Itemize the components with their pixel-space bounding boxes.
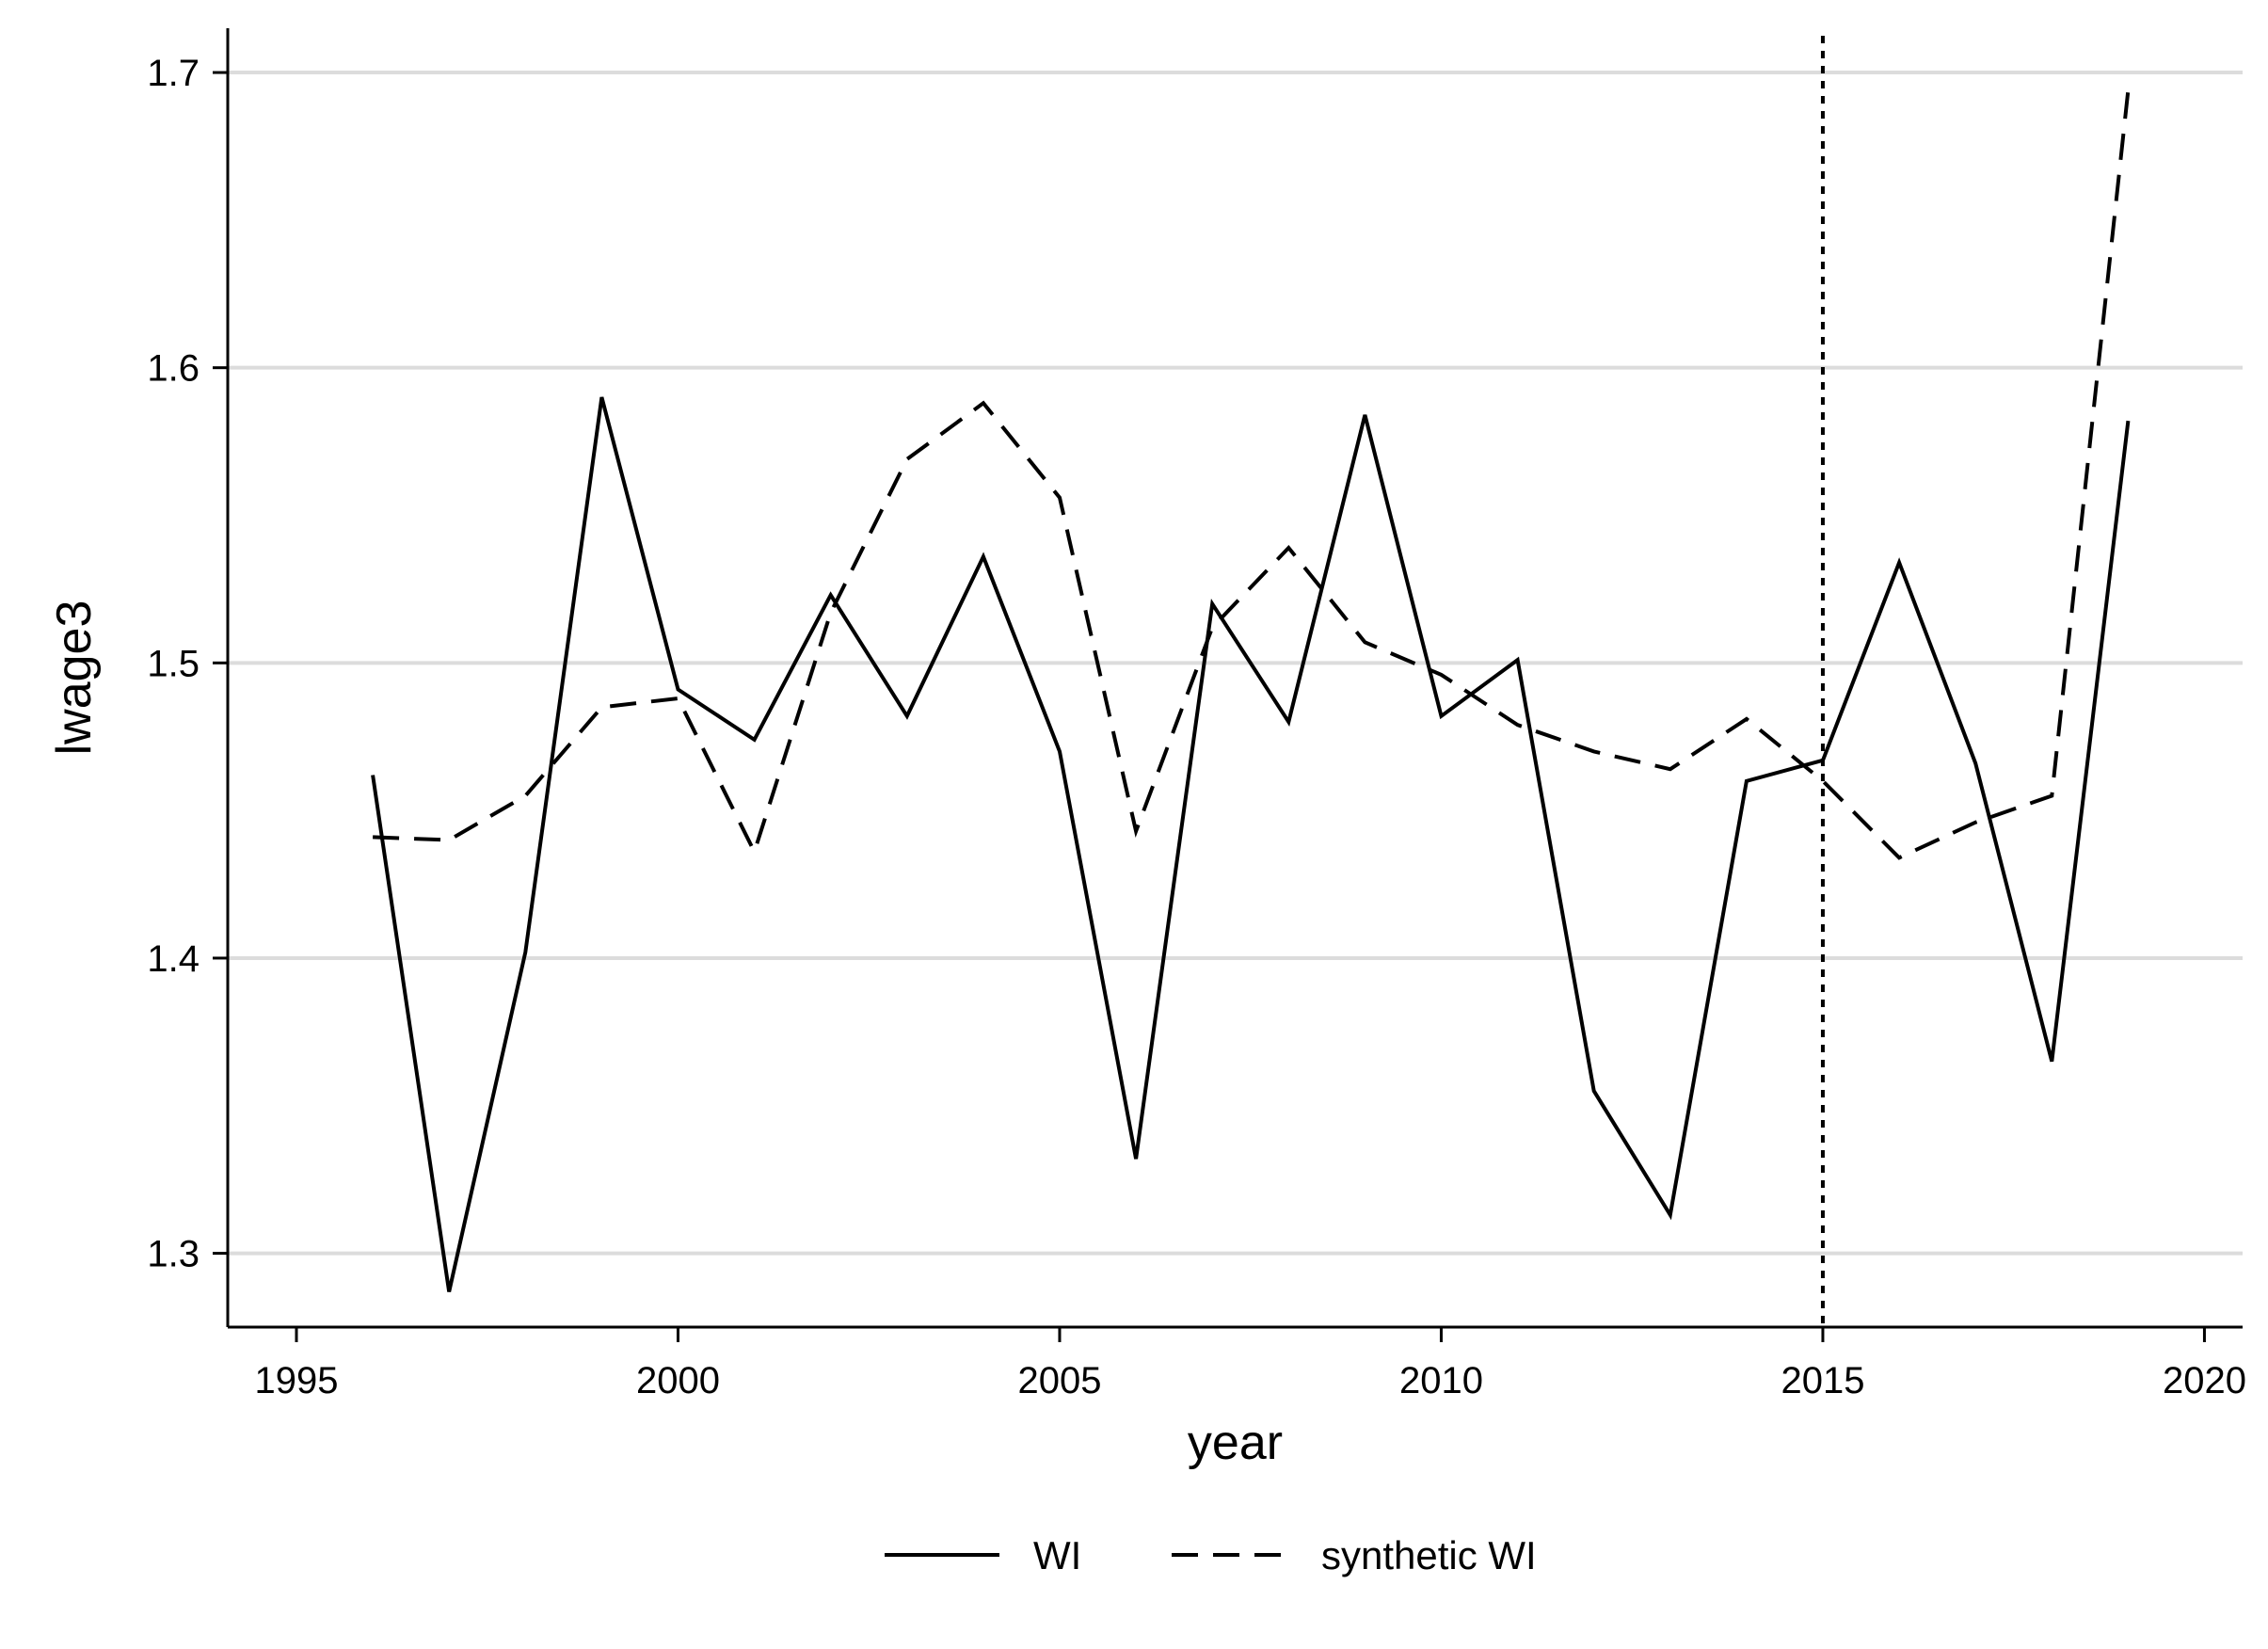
x-tick-label-1: 2000 [636,1360,720,1401]
x-tick-label-3: 2010 [1399,1360,1483,1401]
y-tick-label-0: 1.3 [147,1234,200,1275]
legend-label-wi: WI [1033,1533,1081,1577]
x-axis-title: year [1188,1416,1283,1470]
x-tick-label-0: 1995 [254,1360,338,1401]
x-tick-label-4: 2015 [1781,1360,1864,1401]
y-tick-label-2: 1.5 [147,643,200,684]
axes [226,28,2243,1329]
series-line-wi [371,396,2131,1292]
x-tick-label-2: 2005 [1017,1360,1101,1401]
x-axis-ticks: 1995 2000 2005 2010 2015 2020 [254,1327,2246,1401]
legend: WI synthetic WI [885,1533,1537,1577]
series-line-synthetic-wi [373,89,2131,860]
series-layer [371,89,2131,1292]
y-tick-label-4: 1.7 [147,53,200,94]
legend-label-synthetic-wi: synthetic WI [1321,1533,1537,1577]
y-tick-label-1: 1.4 [147,938,200,980]
y-axis-ticks: 1.3 1.4 1.5 1.6 1.7 [147,53,228,1275]
x-tick-label-5: 2020 [2163,1360,2246,1401]
y-tick-label-3: 1.6 [147,348,200,390]
y-axis-title: lwage3 [47,600,102,756]
